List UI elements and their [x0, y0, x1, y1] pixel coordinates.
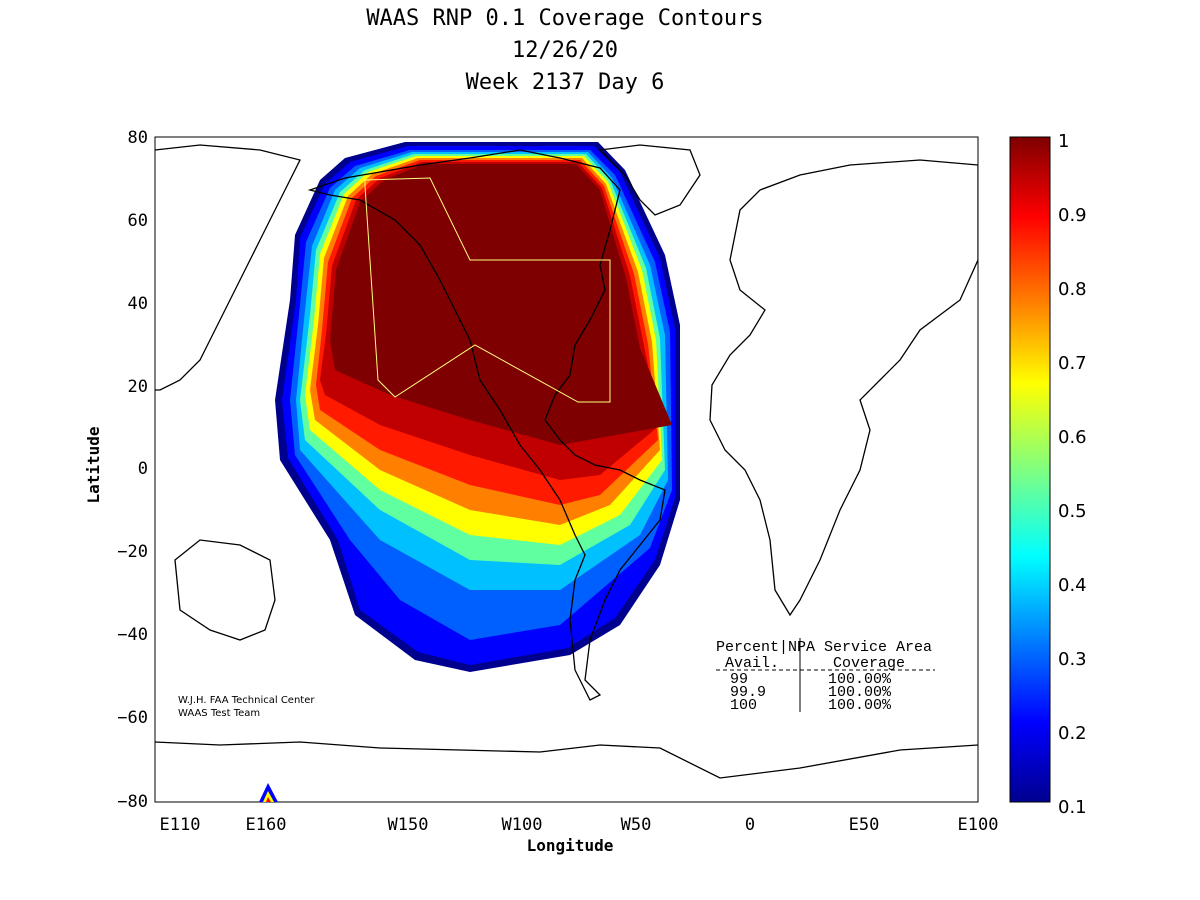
- credit-line2: WAAS Test Team: [178, 708, 260, 719]
- y-tick-80: 80: [128, 128, 148, 148]
- coverage-table: Percent|NPA Service Area Avail. Coverage…: [716, 638, 935, 714]
- cb-tick-0.2: 0.2: [1058, 723, 1087, 744]
- colorbar: [1009, 136, 1051, 803]
- chart-title-line1: WAAS RNP 0.1 Coverage Contours: [366, 6, 764, 31]
- y-tick-neg20: −20: [117, 542, 148, 562]
- x-axis-label: Longitude: [527, 836, 614, 855]
- cb-tick-0.8: 0.8: [1058, 279, 1087, 300]
- cb-tick-0.1: 0.1: [1058, 797, 1087, 818]
- cb-tick-0.9: 0.9: [1058, 205, 1087, 226]
- coverage-contours: [259, 142, 680, 802]
- coastlines: [155, 144, 978, 779]
- x-tick-e50: E50: [849, 815, 880, 835]
- cb-tick-0.4: 0.4: [1058, 575, 1087, 596]
- x-tick-e110: E110: [160, 815, 201, 835]
- x-tick-w50: W50: [621, 815, 652, 835]
- x-tick-labels: E110 E160 W150 W100 W50 0 E50 E100: [160, 815, 999, 835]
- chart-title-line3: Week 2137 Day 6: [465, 70, 665, 95]
- service-area-outline: [364, 177, 611, 403]
- y-tick-labels: 80 60 40 20 0 −20 −40 −60 −80: [117, 128, 148, 812]
- table-row1-avail: 99: [730, 671, 748, 688]
- x-tick-0: 0: [745, 815, 755, 835]
- x-tick-e100: E100: [958, 815, 999, 835]
- y-tick-40: 40: [128, 294, 148, 314]
- y-tick-neg80: −80: [117, 792, 148, 812]
- x-tick-w100: W100: [502, 815, 543, 835]
- y-tick-neg40: −40: [117, 625, 148, 645]
- y-axis-label: Latitude: [84, 426, 103, 503]
- chart-title-line2: 12/26/20: [512, 38, 618, 63]
- table-header1: Percent|NPA Service Area: [716, 639, 932, 656]
- y-tick-20: 20: [128, 377, 148, 397]
- cb-tick-0.7: 0.7: [1058, 353, 1087, 374]
- table-header2: Avail. Coverage: [716, 655, 905, 672]
- x-tick-w150: W150: [388, 815, 429, 835]
- colorbar-ticks: 1 0.9 0.8 0.7 0.6 0.5 0.4 0.3 0.2 0.1: [1058, 131, 1087, 818]
- table-row1-coverage: 100.00%: [828, 671, 892, 688]
- table-row3-avail: 100: [730, 697, 757, 714]
- cb-tick-0.5: 0.5: [1058, 501, 1087, 522]
- table-row2-coverage: 100.00%: [828, 684, 892, 701]
- cb-tick-1: 1: [1058, 131, 1069, 152]
- y-tick-neg60: −60: [117, 708, 148, 728]
- cb-tick-0.3: 0.3: [1058, 649, 1087, 670]
- y-tick-0: 0: [138, 459, 148, 479]
- y-tick-60: 60: [128, 211, 148, 231]
- cb-tick-0.6: 0.6: [1058, 427, 1087, 448]
- credit-line1: W.J.H. FAA Technical Center: [178, 695, 315, 706]
- table-row3-coverage: 100.00%: [828, 697, 892, 714]
- x-tick-e160: E160: [246, 815, 287, 835]
- table-row2-avail: 99.9: [730, 684, 766, 701]
